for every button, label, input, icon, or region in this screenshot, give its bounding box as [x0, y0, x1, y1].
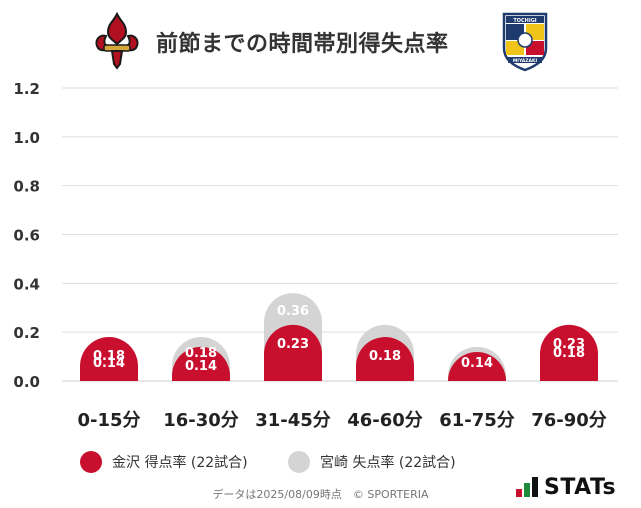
- bar-home-0: [80, 337, 138, 381]
- bar-home-5: [540, 324, 598, 381]
- data-label-home: 0.14: [185, 359, 217, 374]
- bar-home-3: [356, 337, 414, 381]
- y-tick-label: 0.2: [13, 324, 40, 342]
- legend-swatch-away: [288, 451, 310, 473]
- x-tick-label: 46-60分: [347, 410, 423, 431]
- legend-label-home: 金沢 得点率 (22試合): [112, 455, 248, 471]
- x-tick-label: 61-75分: [439, 410, 515, 431]
- legend-item-away: 宮崎 失点率 (22試合): [288, 450, 456, 474]
- data-label-away: 0.14: [93, 356, 125, 371]
- data-labels: 0.140.18 0.180.140.360.230.18 0.140.180.23: [93, 304, 585, 374]
- data-label-away: 0.18: [185, 346, 217, 361]
- stats-logo: STATs: [516, 474, 617, 500]
- y-axis-ticks: 0.0 0.2 0.4 0.6 0.8 1.0 1.2: [13, 80, 40, 391]
- x-tick-label: 0-15分: [77, 410, 140, 431]
- bar-chart: 0.00.20.40.60.81.01.2 0.140.18 0.180.140.…: [13, 80, 618, 431]
- data-label-home: 0.18: [369, 349, 401, 364]
- data-label-home: 0.23: [277, 337, 309, 352]
- stats-brand-text: STATs: [544, 474, 617, 500]
- y-tick-label: 0.4: [13, 275, 40, 293]
- grid-lines: [62, 87, 618, 382]
- data-source-note: データは2025/08/09時点 © SPORTERIA: [212, 488, 429, 501]
- data-label-away: 0.36: [277, 304, 309, 319]
- legend-item-home: 金沢 得点率 (22試合): [80, 450, 248, 474]
- data-label-away: 0.14: [461, 356, 493, 371]
- bar-home-1: [172, 346, 230, 381]
- stats-bars-icon: [516, 477, 538, 497]
- y-tick-label: 1.2: [13, 80, 40, 98]
- shield-crest-icon: TOCHIGI MIYAZAKI: [502, 12, 548, 72]
- y-tick-label: 0.6: [13, 227, 40, 245]
- bar-home-4: [448, 352, 506, 381]
- legend-label-away: 宮崎 失点率 (22試合): [320, 455, 456, 471]
- away-crest-text-bottom: MIYAZAKI: [513, 58, 538, 64]
- bar-home-2: [264, 324, 322, 381]
- data-label-home: 0.23: [553, 337, 585, 352]
- x-tick-label: 76-90分: [531, 410, 607, 431]
- x-tick-label: 16-30分: [163, 410, 239, 431]
- data-label-home: 0.18: [93, 349, 125, 364]
- home-series-bars: [80, 324, 598, 381]
- x-tick-label: 31-45分: [255, 410, 331, 431]
- away-series-bars: [80, 293, 598, 381]
- y-tick-label: 1.0: [13, 129, 40, 147]
- data-label-away: 0.18: [553, 346, 585, 361]
- chart-header: 前節までの時間帯別得失点率 TOCHIGI MIYAZAKI: [0, 0, 641, 82]
- away-crest-text-top: TOCHIGI: [513, 18, 536, 24]
- legend-swatch-home: [80, 451, 102, 473]
- y-tick-label: 0.8: [13, 178, 40, 196]
- x-axis-ticks: 0-15分 16-30分 31-45分 46-60分 61-75分 76-90分: [77, 410, 606, 431]
- fleur-de-lis-crest-icon: [95, 12, 139, 70]
- chart-title: 前節までの時間帯別得失点率: [156, 32, 449, 57]
- y-tick-label: 0.0: [13, 373, 40, 391]
